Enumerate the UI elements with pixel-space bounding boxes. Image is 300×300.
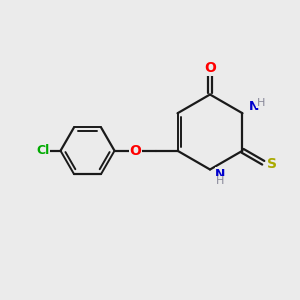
Text: H: H	[257, 98, 265, 108]
Text: N: N	[249, 100, 259, 113]
Text: O: O	[130, 144, 142, 158]
Text: H: H	[216, 176, 225, 187]
Text: N: N	[215, 167, 226, 181]
Text: O: O	[204, 61, 216, 75]
Text: Cl: Cl	[36, 144, 49, 157]
Text: S: S	[267, 157, 277, 171]
